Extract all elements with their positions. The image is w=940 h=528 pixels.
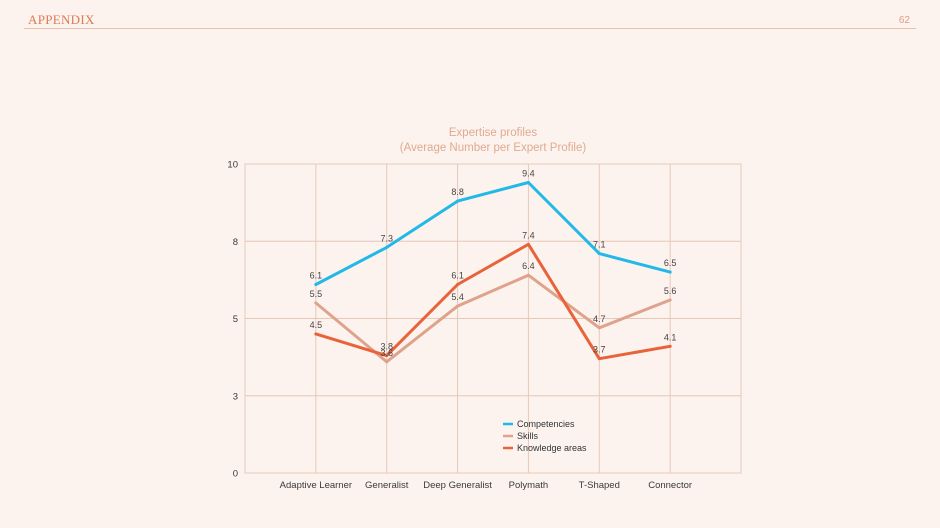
data-point: [456, 283, 460, 287]
data-label: 3.7: [593, 345, 606, 355]
data-label: 4.1: [664, 332, 677, 342]
data-label: 6.1: [310, 271, 323, 281]
y-tick-label: 0: [233, 469, 238, 480]
y-axis-ticks: 0 3 5 8 10: [227, 160, 238, 480]
data-label: 3.6: [380, 348, 393, 358]
x-axis-ticks: Adaptive Learner Generalist Deep Generalis…: [280, 480, 692, 491]
data-point: [385, 360, 389, 364]
series-line-3: [314, 242, 672, 361]
data-point: [526, 181, 530, 185]
data-label: 5.6: [664, 286, 677, 296]
data-point: [668, 344, 672, 348]
section-title: APPENDIX: [28, 12, 95, 27]
chart-title: Expertise profiles (Average Number per Ex…: [400, 127, 587, 154]
data-point: [668, 270, 672, 274]
data-label: 4.7: [593, 314, 606, 324]
y-tick-label: 5: [233, 314, 238, 325]
data-label: 8.8: [451, 187, 464, 197]
data-label: 5.5: [310, 289, 323, 299]
page-number: 62: [898, 15, 910, 26]
data-point: [526, 242, 530, 246]
data-point: [456, 199, 460, 203]
data-point: [526, 273, 530, 277]
header-divider: [24, 28, 916, 29]
data-point: [385, 245, 389, 249]
data-point: [314, 301, 318, 305]
series-line-1: [314, 181, 672, 286]
data-point: [314, 283, 318, 287]
chart-grid: [244, 163, 742, 474]
x-tick-label: Adaptive Learner: [280, 480, 352, 491]
data-label: 7.1: [593, 240, 606, 250]
y-tick-label: 10: [227, 160, 238, 171]
data-label: 7.3: [380, 233, 393, 243]
data-point: [668, 298, 672, 302]
x-tick-label: Polymath: [509, 480, 549, 491]
data-label: 3.8: [380, 342, 393, 352]
chart-title-line: Expertise profiles: [449, 127, 537, 139]
x-tick-label: Generalist: [365, 480, 409, 491]
data-point: [597, 357, 601, 361]
chart-data-labels: 6.1 7.3 8.8 9.4 7.1 6.5 5.5 3.6 5.4 6.4 4.7 5.6 4.5 3…: [310, 169, 677, 358]
chart-legend: Competencies Skills Knowledge areas: [503, 419, 587, 453]
data-point: [456, 304, 460, 308]
y-tick-label: 8: [233, 237, 238, 248]
chart-series: [314, 181, 672, 364]
data-label: 6.5: [664, 258, 677, 268]
data-point: [597, 252, 601, 256]
legend-label: Competencies: [517, 419, 575, 429]
legend-label: Knowledge areas: [517, 443, 587, 453]
chart-title-line: (Average Number per Expert Profile): [400, 142, 587, 154]
data-label: 6.4: [522, 261, 535, 271]
data-label: 7.4: [522, 230, 535, 240]
data-label: 4.5: [310, 320, 323, 330]
x-tick-label: Deep Generalist: [423, 480, 492, 491]
data-label: 6.1: [451, 271, 464, 281]
y-tick-label: 3: [233, 391, 238, 402]
data-point: [597, 326, 601, 330]
data-label: 5.4: [451, 292, 464, 302]
legend-label: Skills: [517, 431, 539, 441]
data-point: [385, 354, 389, 358]
data-label: 9.4: [522, 169, 535, 179]
x-tick-label: Connector: [648, 480, 692, 491]
x-tick-label: T-Shaped: [579, 480, 620, 491]
data-point: [314, 332, 318, 336]
